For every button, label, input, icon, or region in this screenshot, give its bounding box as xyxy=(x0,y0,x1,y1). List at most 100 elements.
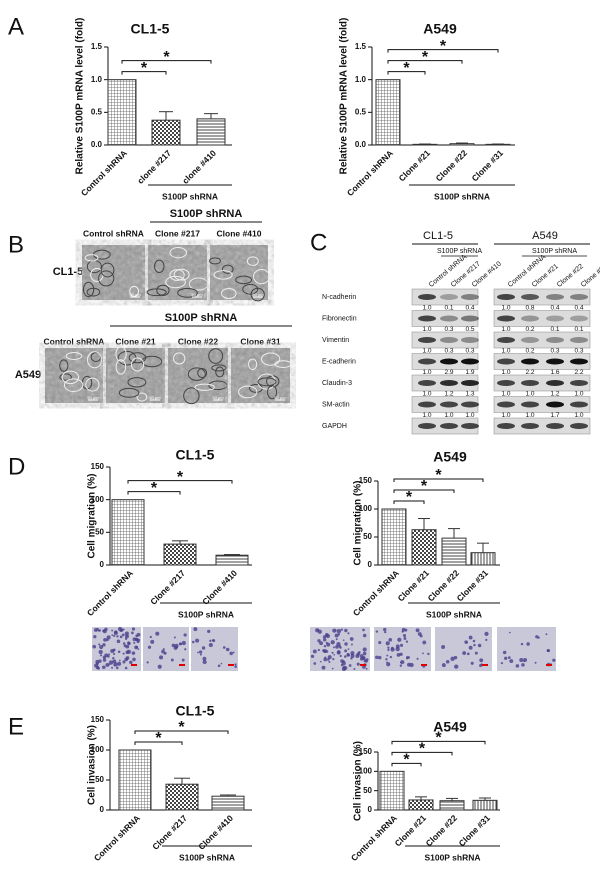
cell xyxy=(338,645,341,648)
error-bar xyxy=(415,796,427,800)
cell xyxy=(385,658,388,661)
cell xyxy=(86,351,103,369)
cell xyxy=(112,657,115,660)
scale-bar-label: 50 μm xyxy=(191,292,203,297)
blot-subgroup: S100P shRNA xyxy=(532,248,577,255)
cell xyxy=(100,262,115,278)
cell xyxy=(343,655,347,658)
cell xyxy=(136,632,141,637)
blot-strip xyxy=(493,417,591,435)
protein-label: SM-actin xyxy=(322,401,350,408)
blot-strip xyxy=(493,353,591,370)
bar xyxy=(151,119,181,146)
cell xyxy=(363,659,367,663)
band xyxy=(497,337,515,343)
cell xyxy=(181,658,185,662)
band-ratio: 1.0 xyxy=(422,412,431,419)
cell xyxy=(406,657,408,660)
y-tick-label: 50 xyxy=(95,775,104,784)
cell xyxy=(344,649,348,653)
band xyxy=(570,294,588,300)
cell xyxy=(84,254,99,262)
chart-title: A549 xyxy=(433,719,467,735)
chart-title: CL1-5 xyxy=(131,21,170,37)
cell xyxy=(321,665,326,670)
cell xyxy=(445,659,450,664)
cell xyxy=(401,627,406,632)
cell xyxy=(229,651,233,656)
blot-strip xyxy=(493,288,591,306)
cell xyxy=(161,649,165,654)
y-tick-label: 0.0 xyxy=(355,140,367,149)
band xyxy=(570,423,588,429)
cell xyxy=(174,643,179,648)
cell xyxy=(102,629,105,633)
cell xyxy=(165,275,186,289)
cell xyxy=(220,662,223,665)
band xyxy=(546,315,564,322)
cell xyxy=(362,651,367,656)
cell xyxy=(422,640,427,645)
band xyxy=(440,401,458,408)
cell xyxy=(253,269,270,285)
band-ratio: 1.7 xyxy=(550,412,559,419)
bar xyxy=(163,543,197,566)
band-ratio: 1.0 xyxy=(422,348,431,355)
y-tick-label: 150 xyxy=(91,715,105,724)
group-label: S100P shRNA xyxy=(179,852,235,862)
cell xyxy=(222,646,226,649)
band xyxy=(521,423,539,429)
cell xyxy=(523,660,525,663)
cell xyxy=(198,650,203,654)
cell xyxy=(61,370,80,385)
cell xyxy=(117,650,121,654)
cell xyxy=(113,634,116,637)
bar xyxy=(111,499,145,566)
cell xyxy=(386,662,391,667)
cell xyxy=(386,654,389,657)
cell xyxy=(246,256,259,266)
band xyxy=(440,380,458,386)
cell xyxy=(387,646,390,649)
error-bar xyxy=(224,554,240,556)
y-tick-label: 150 xyxy=(359,476,373,485)
cell xyxy=(319,641,324,646)
cell xyxy=(115,666,119,670)
cell xyxy=(537,636,540,639)
cell xyxy=(121,633,125,637)
cell xyxy=(323,644,327,648)
band-ratio: 0.3 xyxy=(550,348,559,355)
cell xyxy=(402,633,407,638)
band-ratio: 0.3 xyxy=(574,348,583,355)
significance-bracket: * xyxy=(134,719,229,736)
band-ratio: 1.0 xyxy=(422,369,431,376)
band xyxy=(546,337,564,343)
cell xyxy=(99,654,103,657)
cell xyxy=(470,661,474,665)
cell xyxy=(484,631,489,636)
cell xyxy=(98,659,102,663)
cell xyxy=(217,664,221,668)
cell xyxy=(375,630,379,633)
cell xyxy=(477,643,482,648)
cell xyxy=(122,652,125,655)
cell xyxy=(485,638,488,642)
bracket xyxy=(391,740,486,745)
cell xyxy=(173,268,190,281)
cell xyxy=(344,642,348,646)
cell xyxy=(400,643,404,647)
significance-bracket: * xyxy=(387,49,463,66)
significance-label: * xyxy=(435,730,442,747)
cell xyxy=(500,661,504,665)
cell xyxy=(466,652,470,656)
cell xyxy=(362,657,366,661)
cell xyxy=(415,628,420,633)
bar xyxy=(449,143,475,146)
cell xyxy=(507,656,511,660)
significance-bracket: * xyxy=(391,741,453,758)
cell xyxy=(519,657,524,663)
cell xyxy=(137,648,140,651)
y-tick-label: 1.5 xyxy=(355,42,367,51)
